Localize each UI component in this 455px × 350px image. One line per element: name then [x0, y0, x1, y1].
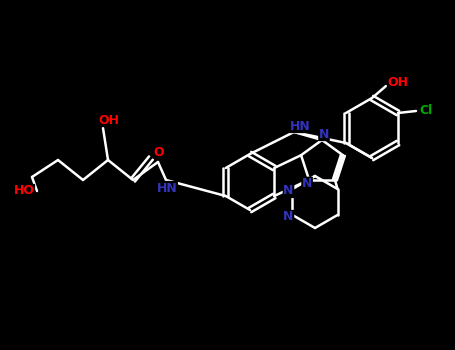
Text: N: N	[302, 177, 312, 190]
Text: HO: HO	[14, 184, 35, 197]
Text: HN: HN	[290, 119, 310, 133]
Text: OH: OH	[98, 113, 120, 126]
Text: HN: HN	[157, 182, 177, 195]
Text: N: N	[319, 127, 329, 140]
Text: Cl: Cl	[420, 105, 433, 118]
Text: O: O	[154, 146, 164, 159]
Text: N: N	[283, 210, 293, 224]
Text: N: N	[283, 184, 293, 197]
Text: OH: OH	[388, 76, 409, 89]
